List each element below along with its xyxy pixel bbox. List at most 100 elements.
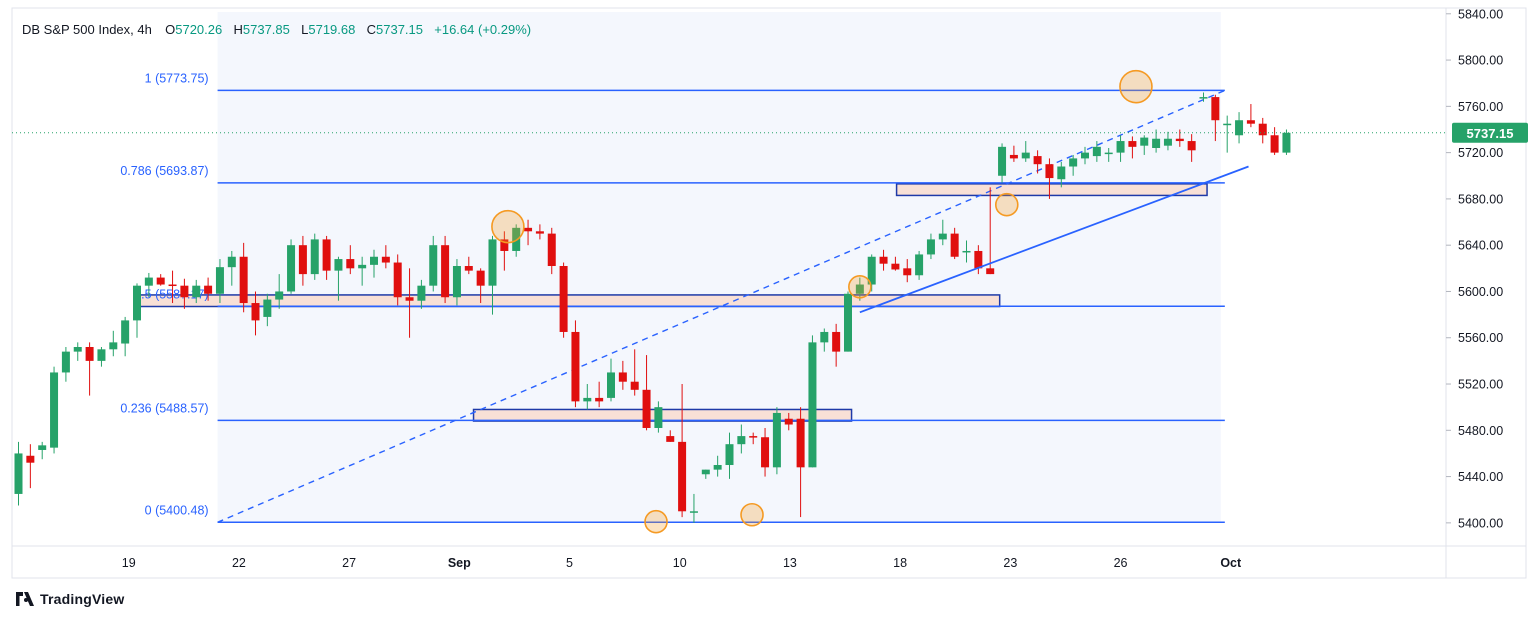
candle-body[interactable]	[1069, 158, 1078, 167]
candle-body[interactable]	[85, 346, 94, 361]
highlight-marker[interactable]	[491, 209, 525, 244]
candle-body[interactable]	[381, 256, 390, 263]
candle-body[interactable]	[417, 285, 426, 301]
candle-body[interactable]	[441, 245, 450, 298]
candle-body[interactable]	[500, 239, 509, 251]
candle-body[interactable]	[370, 256, 378, 265]
candle-body[interactable]	[915, 254, 924, 276]
candle-body[interactable]	[334, 259, 343, 271]
candle-body[interactable]	[1163, 138, 1172, 146]
candle-body[interactable]	[1246, 120, 1255, 124]
candle-body[interactable]	[962, 250, 971, 253]
candle-body[interactable]	[1092, 146, 1101, 157]
candle-body[interactable]	[867, 256, 876, 285]
candle-body[interactable]	[950, 233, 959, 257]
candle-body[interactable]	[452, 266, 461, 298]
candle-body[interactable]	[1128, 141, 1137, 147]
candle-body[interactable]	[855, 284, 864, 294]
candle-body[interactable]	[1270, 135, 1279, 153]
candle-body[interactable]	[583, 397, 592, 402]
candle-body[interactable]	[986, 268, 995, 275]
candle-body[interactable]	[144, 277, 153, 286]
highlight-marker[interactable]	[1119, 69, 1153, 104]
candle-body[interactable]	[121, 320, 130, 344]
candle-body[interactable]	[26, 455, 35, 463]
candle-body[interactable]	[713, 465, 722, 470]
candle-body[interactable]	[524, 227, 533, 232]
candle-body[interactable]	[73, 346, 82, 352]
candle-body[interactable]	[1282, 132, 1291, 153]
candle-body[interactable]	[1116, 141, 1125, 153]
candle-body[interactable]	[749, 436, 758, 438]
candle-body[interactable]	[1140, 137, 1149, 146]
candle-body[interactable]	[1045, 164, 1054, 179]
candle-body[interactable]	[464, 266, 473, 271]
candle-body[interactable]	[689, 511, 698, 513]
candle-body[interactable]	[1104, 152, 1113, 155]
support-zone[interactable]	[472, 408, 853, 422]
candle-body[interactable]	[701, 469, 710, 475]
candle-body[interactable]	[808, 342, 817, 468]
candle-body[interactable]	[263, 299, 272, 317]
candle-body[interactable]	[14, 453, 23, 494]
candle-body[interactable]	[50, 372, 59, 448]
candle-body[interactable]	[761, 437, 770, 468]
candle-body[interactable]	[488, 239, 497, 286]
candle-body[interactable]	[192, 285, 201, 298]
tradingview-brand[interactable]: TradingView	[14, 591, 124, 607]
candle-body[interactable]	[429, 245, 438, 286]
candle-body[interactable]	[725, 444, 734, 466]
candle-body[interactable]	[1057, 166, 1066, 180]
candle-body[interactable]	[1021, 152, 1030, 159]
candle-body[interactable]	[903, 268, 912, 276]
candle-body[interactable]	[1199, 97, 1208, 99]
candle-body[interactable]	[346, 259, 355, 269]
candle-body[interactable]	[772, 412, 781, 468]
candle-body[interactable]	[926, 239, 935, 255]
highlight-marker[interactable]	[644, 509, 668, 534]
candle-body[interactable]	[844, 293, 852, 352]
candle-body[interactable]	[832, 331, 841, 352]
candle-body[interactable]	[358, 264, 367, 269]
candle-body[interactable]	[1258, 123, 1267, 136]
candle-body[interactable]	[251, 303, 260, 321]
candle-body[interactable]	[109, 342, 118, 350]
solid-trendline[interactable]	[859, 165, 1249, 314]
candle-body[interactable]	[322, 239, 331, 271]
candle-body[interactable]	[938, 233, 947, 240]
candle-body[interactable]	[607, 372, 615, 398]
candle-body[interactable]	[168, 284, 177, 287]
candle-body[interactable]	[215, 267, 224, 294]
candle-body[interactable]	[547, 233, 556, 267]
candle-body[interactable]	[1033, 156, 1042, 165]
candle-body[interactable]	[891, 263, 900, 270]
candle-body[interactable]	[571, 331, 580, 402]
candle-body[interactable]	[156, 277, 165, 285]
candle-body[interactable]	[784, 418, 793, 425]
candle-body[interactable]	[796, 418, 805, 468]
candle-body[interactable]	[1223, 123, 1232, 126]
candle-body[interactable]	[559, 266, 568, 332]
candle-body[interactable]	[393, 262, 402, 298]
candle-body[interactable]	[405, 297, 414, 301]
candle-body[interactable]	[61, 351, 70, 373]
dashed-trendline[interactable]	[217, 89, 1226, 523]
highlight-marker[interactable]	[848, 275, 872, 299]
candle-body[interactable]	[678, 441, 687, 512]
candle-body[interactable]	[974, 250, 983, 269]
highlight-marker[interactable]	[740, 502, 764, 527]
candle-body[interactable]	[630, 381, 639, 390]
candle-body[interactable]	[595, 397, 604, 402]
support-zone[interactable]	[895, 183, 1208, 197]
candle-body[interactable]	[1009, 154, 1018, 159]
candle-body[interactable]	[1175, 138, 1184, 142]
candle-body[interactable]	[654, 407, 663, 428]
candle-body[interactable]	[879, 256, 888, 264]
highlight-marker[interactable]	[994, 192, 1019, 217]
candle-body[interactable]	[287, 245, 296, 292]
candle-body[interactable]	[618, 372, 627, 382]
candle-body[interactable]	[535, 231, 544, 234]
candle-body[interactable]	[310, 239, 319, 275]
candle-body[interactable]	[298, 245, 307, 275]
candle-body[interactable]	[227, 256, 236, 268]
